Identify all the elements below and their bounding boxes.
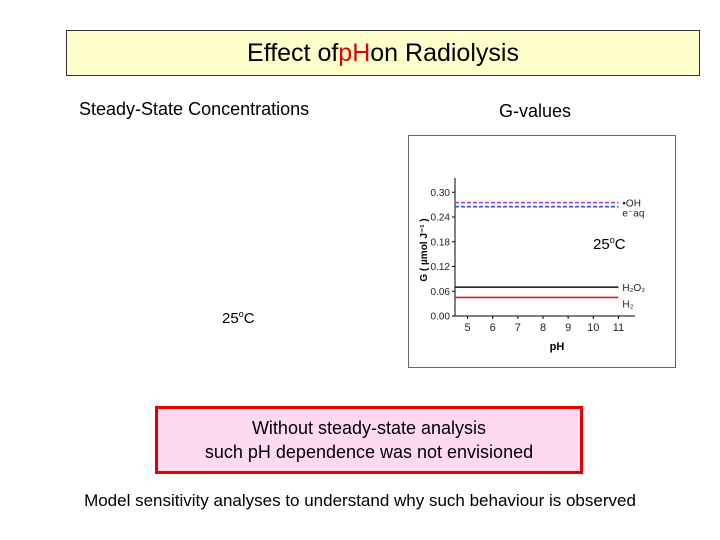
temperature-label-left: 25oC (222, 309, 255, 327)
x-axis-label: pH (550, 341, 565, 353)
y-tick-label: 0.00 (431, 312, 451, 323)
temp-left-value: 25 (222, 310, 239, 327)
temp-left-degree: o (238, 309, 244, 319)
note-line-1: Without steady-state analysis (251, 418, 487, 438)
x-tick-label: 6 (490, 322, 496, 334)
steady-state-heading: Steady-State Concentrations (79, 99, 310, 119)
title-prefix: Effect of (247, 38, 339, 67)
temp-right-degree: o (609, 235, 615, 245)
y-tick-label: 0.30 (431, 188, 451, 199)
y-tick-label: 0.18 (431, 237, 451, 248)
footer-text: Model sensitivity analyses to understand… (84, 491, 636, 510)
temp-right-unit: C (614, 236, 626, 253)
x-tick-label: 8 (540, 322, 546, 334)
y-tick-label: 0.24 (431, 213, 451, 224)
temp-left-unit: C (243, 310, 255, 327)
slide-title: Effect of pH on Radiolysis (66, 30, 700, 76)
temp-right-value: 25 (593, 236, 610, 253)
x-tick-label: 5 (465, 322, 471, 334)
y-tick-label: 0.12 (431, 262, 451, 273)
note-box: Without steady-state analysis such pH de… (155, 406, 583, 474)
series-legend-label: •OH (622, 199, 641, 210)
y-axis-label: G ( µmol J⁻¹ ) (419, 218, 430, 281)
title-suffix: on Radiolysis (370, 38, 519, 67)
series-legend-label: H₂ (622, 299, 633, 310)
note-line-2: such pH dependence was not envisioned (204, 442, 534, 462)
g-values-heading: G-values (499, 101, 572, 121)
chart-svg: 0.00 0.06 0.12 0.18 0.24 0.30 5 6 7 8 9 10 11 pH G ( µ… (419, 178, 645, 353)
y-tick-label: 0.06 (431, 287, 451, 298)
x-tick-label: 11 (613, 322, 624, 334)
x-tick-label: 10 (587, 322, 599, 334)
x-tick-label: 7 (515, 322, 521, 334)
g-values-chart: 0.00 0.06 0.12 0.18 0.24 0.30 5 6 7 8 9 10 11 pH G ( µ… (408, 135, 676, 368)
series-legend-label: e⁻aq (622, 209, 644, 220)
temperature-label-right: 25oC (591, 235, 628, 253)
x-tick-label: 9 (565, 322, 571, 334)
series-legend-label: H₂O₂ (622, 283, 645, 294)
title-highlight: pH (338, 38, 371, 67)
